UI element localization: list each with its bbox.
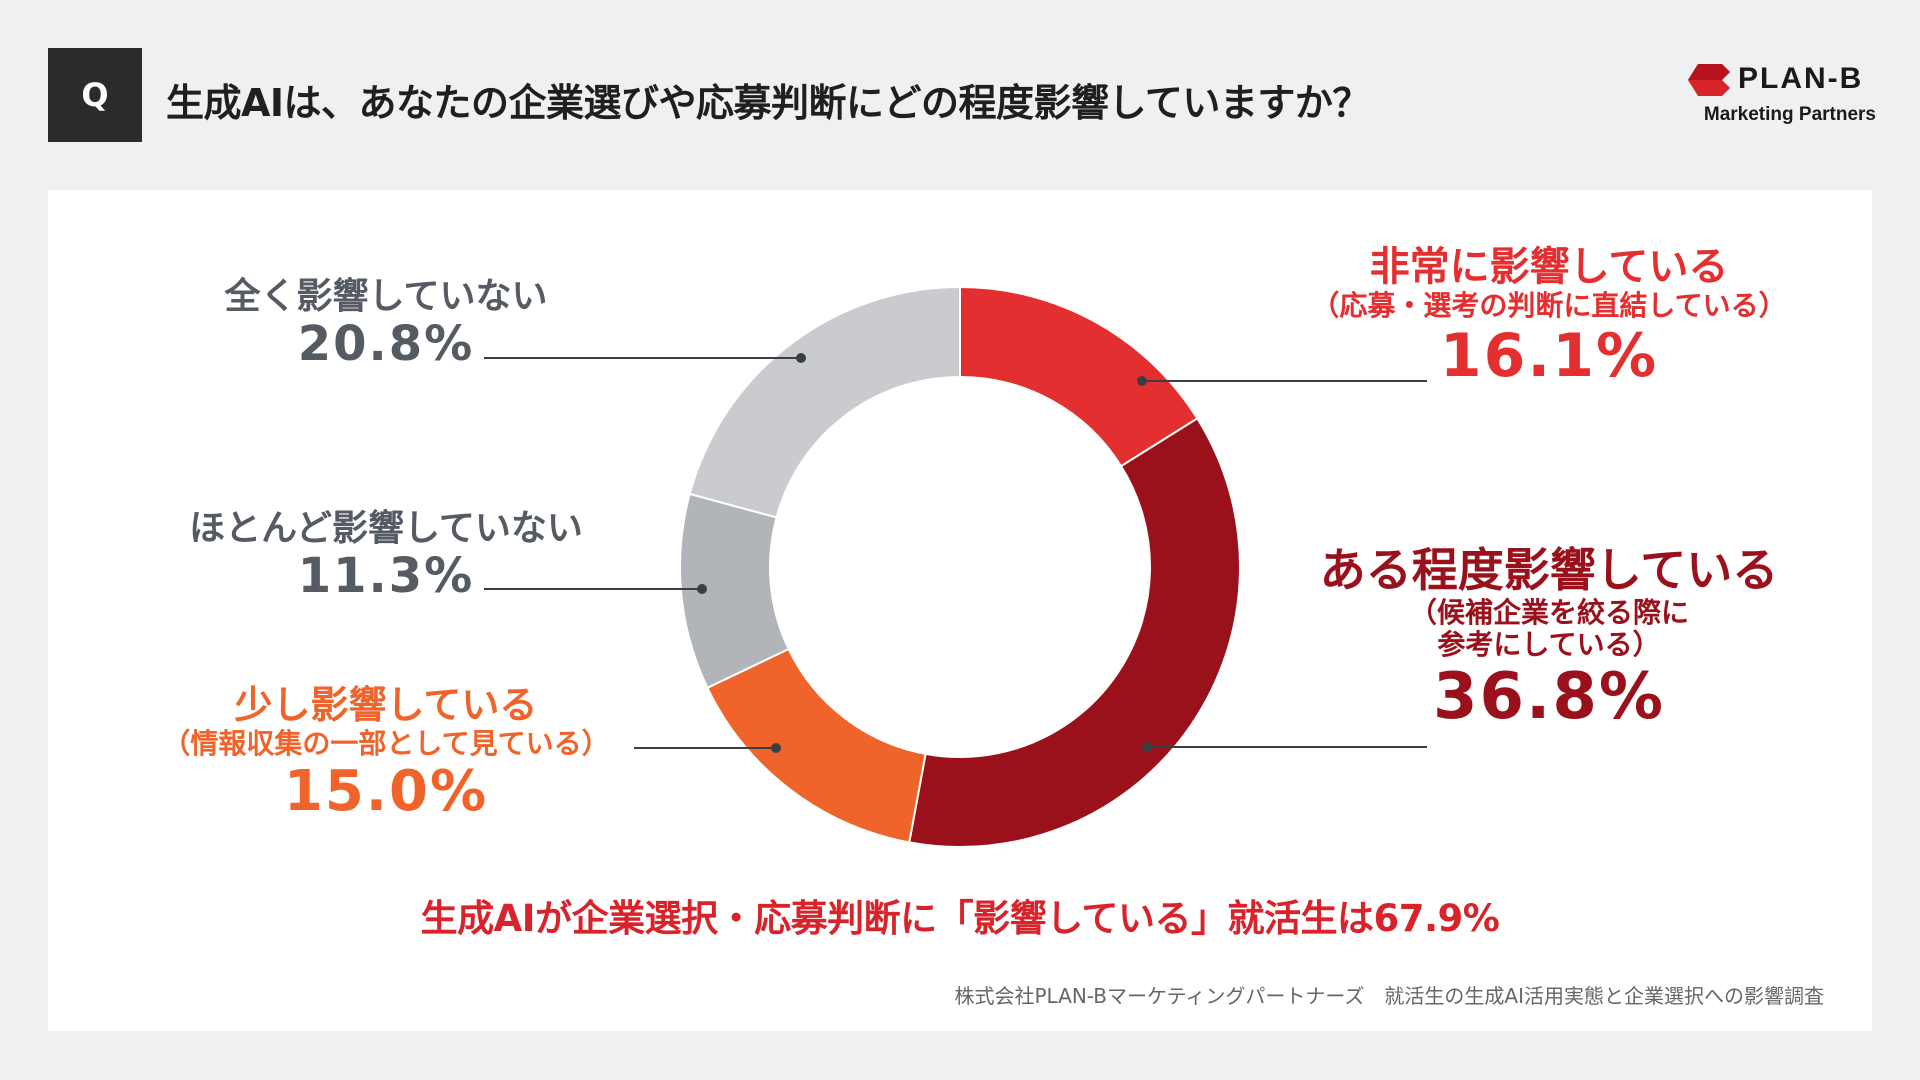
label-title: 全く影響していない (224, 276, 548, 317)
leader-dot (796, 353, 806, 363)
question-badge: Q (48, 48, 142, 142)
slice-very-much (959, 285, 1199, 468)
label-somewhat: ある程度影響している （候補企業を絞る際に 参考にしている） 36.8% (1320, 544, 1779, 735)
label-note: （応募・選考の判断に直結している） (1311, 289, 1787, 322)
source-footer: 株式会社PLAN-Bマーケティングパートナーズ 就活生の生成AI活用実態と企業選… (954, 984, 1824, 1008)
leader-dot (1137, 376, 1147, 386)
leader-dot (771, 743, 781, 753)
label-note: （候補企業を絞る際に (1408, 595, 1689, 629)
logo-subtitle: Marketing Partners (1703, 104, 1876, 125)
question-label: Q (81, 76, 109, 114)
slice-a-little (706, 647, 927, 844)
label-not-at-all: 全く影響していない 20.8% (225, 276, 548, 373)
label-value: 16.1% (1439, 321, 1659, 392)
label-very-much: 非常に影響している （応募・選考の判断に直結している） 16.1% (1311, 244, 1786, 391)
label-value: 11.3% (297, 548, 475, 605)
headline: 生成AIが企業選択・応募判断に「影響している」就活生は67.9% (420, 897, 1500, 940)
slice-somewhat (908, 417, 1241, 848)
label-hardly: ほとんど影響していない 11.3% (189, 508, 583, 605)
logo-name: PLAN-B (1738, 62, 1864, 95)
plan-b-logo: PLAN-B Marketing Partners (1686, 60, 1876, 132)
label-value: 36.8% (1432, 660, 1666, 735)
label-title: 少し影響している (234, 683, 538, 727)
label-title: ある程度影響している (1319, 543, 1779, 597)
page-title: 生成AIは、あなたの企業選びや応募判断にどの程度影響していますか？ (166, 81, 1370, 125)
label-title: ほとんど影響していない (189, 508, 583, 549)
label-value: 15.0% (283, 758, 489, 824)
label-value: 20.8% (297, 316, 475, 373)
label-a-little: 少し影響している （情報収集の一部として見ている） 15.0% (162, 683, 610, 824)
slice-not-at-all (688, 285, 961, 519)
label-title: 非常に影響している (1369, 244, 1729, 290)
label-note: （情報収集の一部として見ている） (162, 726, 610, 760)
logo-mark-icon (1688, 64, 1730, 96)
leader-dot (697, 584, 707, 594)
label-note-2: 参考にしている） (1437, 628, 1661, 662)
leader-dot (1142, 742, 1152, 752)
